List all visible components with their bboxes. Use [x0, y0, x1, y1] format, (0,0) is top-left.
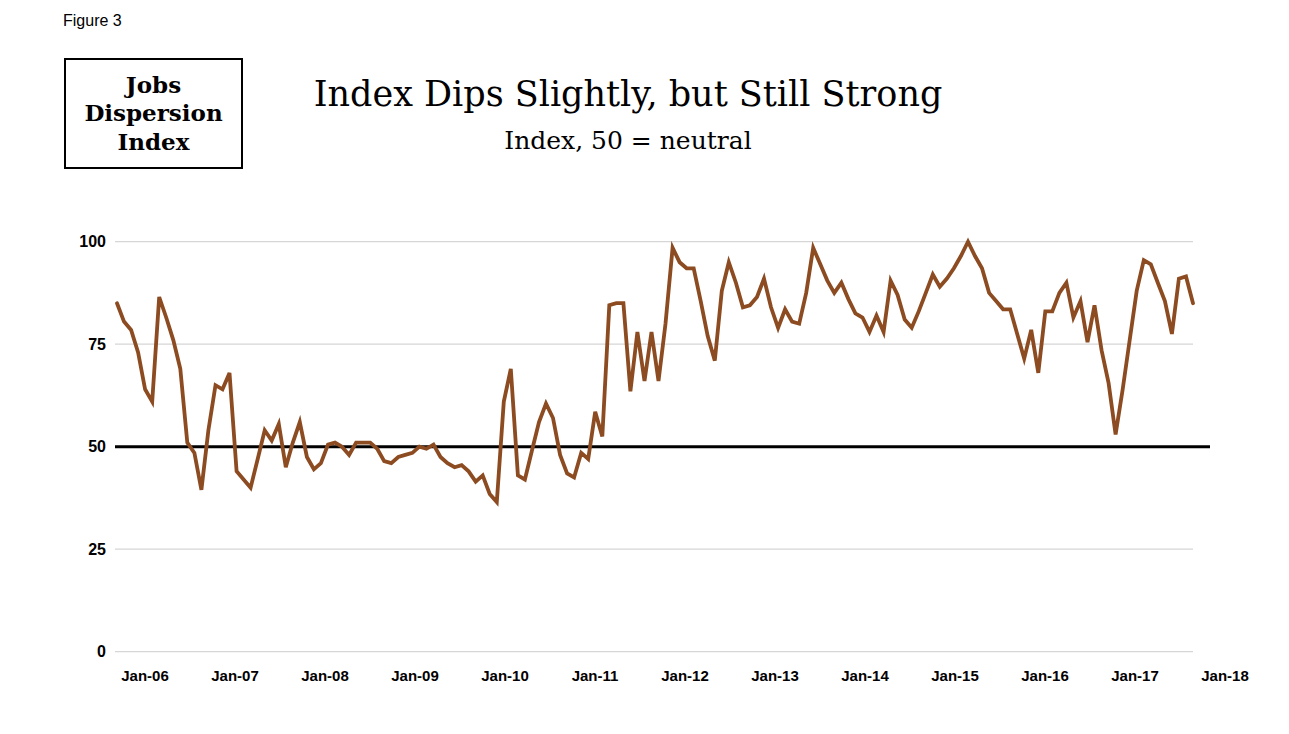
x-axis-tick-label: Jan-10	[463, 667, 547, 685]
x-axis-tick-label: Jan-07	[193, 667, 277, 685]
figure-page: Figure 3 Jobs Dispersion Index Index Dip…	[0, 0, 1289, 734]
y-axis-tick-label: 100	[36, 232, 106, 251]
y-axis-tick-label: 50	[36, 437, 106, 456]
jobs-dispersion-index-line	[117, 242, 1193, 502]
y-axis-tick-label: 0	[36, 642, 106, 661]
index-series-line	[117, 242, 1193, 502]
x-axis-tick-label: Jan-06	[103, 667, 187, 685]
x-axis-tick-label: Jan-17	[1093, 667, 1177, 685]
x-axis-tick-label: Jan-11	[553, 667, 637, 685]
y-axis-tick-label: 75	[36, 335, 106, 354]
x-axis-tick-label: Jan-13	[733, 667, 817, 685]
chart-plot	[0, 0, 1289, 734]
x-axis-tick-label: Jan-08	[283, 667, 367, 685]
x-axis-tick-label: Jan-12	[643, 667, 727, 685]
y-axis-tick-label: 25	[36, 540, 106, 559]
x-axis-tick-label: Jan-15	[913, 667, 997, 685]
x-axis-tick-label: Jan-16	[1003, 667, 1087, 685]
x-axis-tick-label: Jan-09	[373, 667, 457, 685]
x-axis-tick-label: Jan-14	[823, 667, 907, 685]
x-axis-tick-label: Jan-18	[1183, 667, 1267, 685]
